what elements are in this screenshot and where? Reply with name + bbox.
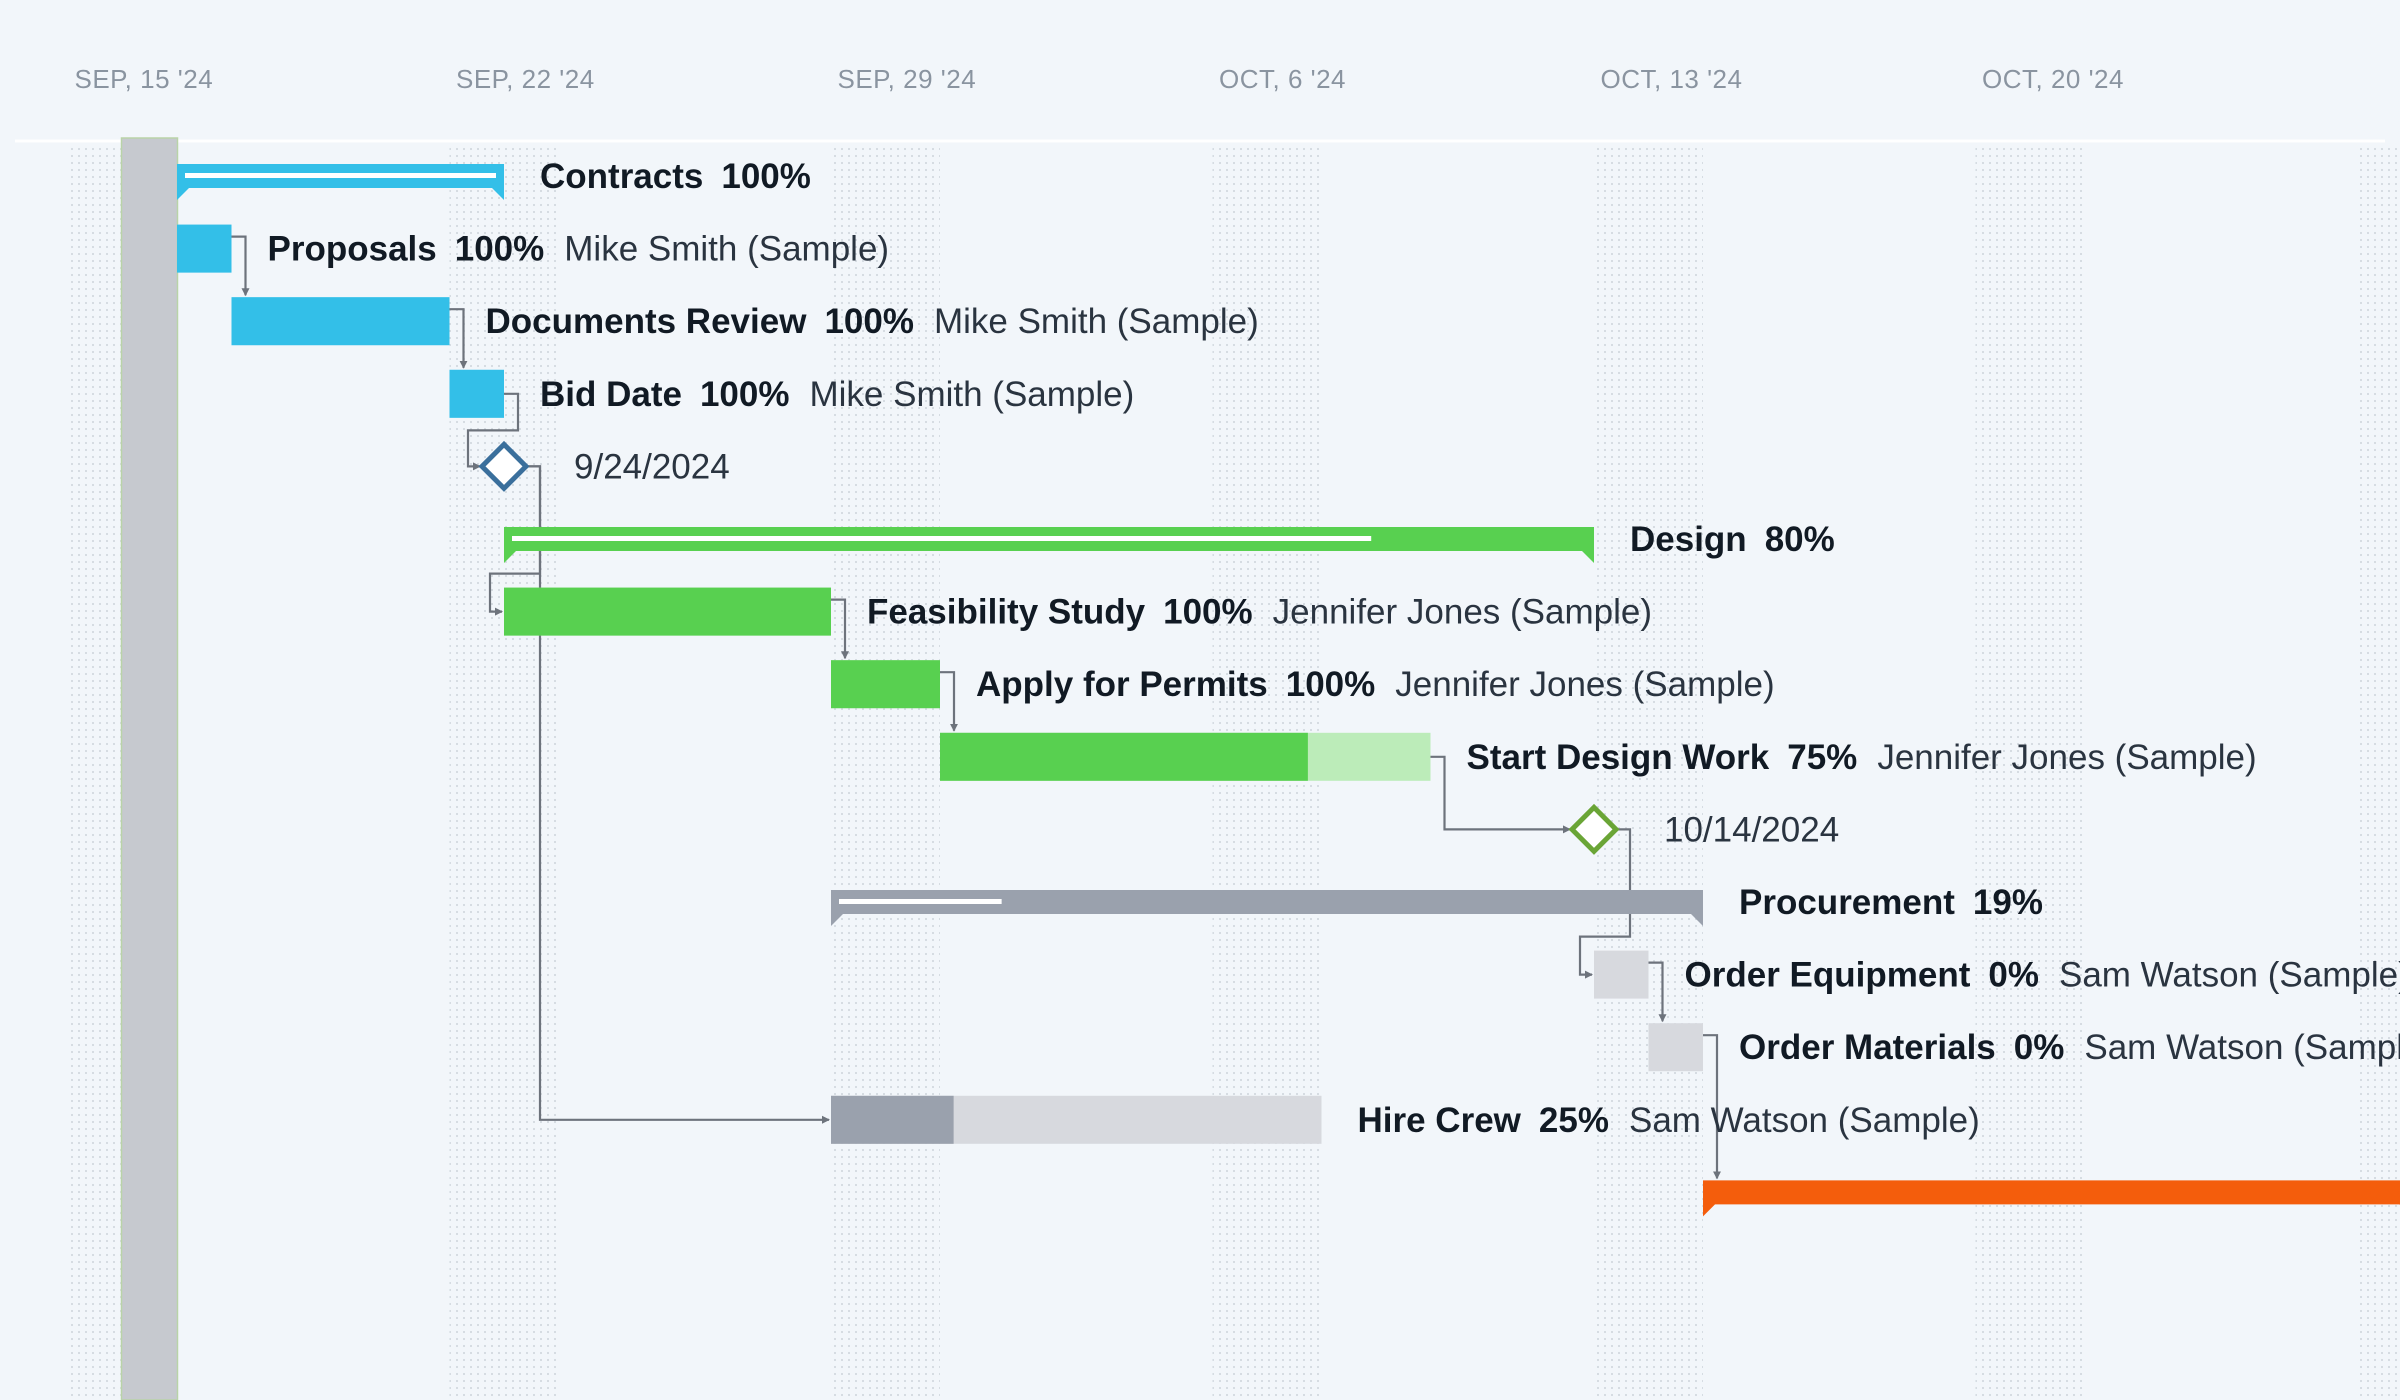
axis-tick-label: OCT, 6 '24: [1219, 64, 1346, 94]
task-label: Contracts 100%: [540, 157, 811, 196]
task-assignee: Mike Smith (Sample): [934, 302, 1259, 341]
task-name: Start Design Work: [1467, 738, 1770, 777]
task-percent: 100%: [721, 157, 811, 196]
task-bar: [1648, 1023, 1703, 1072]
dependency-connector: [449, 308, 468, 369]
summary-bar: [831, 890, 1703, 926]
today-line: [120, 137, 179, 1400]
task-label: Procurement 19%: [1739, 883, 2043, 922]
task-name: Order Materials: [1739, 1028, 1996, 1067]
summary-progress: [839, 899, 1002, 904]
axis-tick-label: OCT, 13 '24: [1601, 64, 1743, 94]
task-percent: 75%: [1787, 738, 1857, 777]
task-assignee: Jennifer Jones (Sample): [1273, 593, 1652, 632]
axis-tick-label: SEP, 29 '24: [838, 64, 977, 94]
milestone-diamond: [1568, 803, 1620, 855]
task-name: Design: [1630, 520, 1747, 559]
milestone-date-label: 9/24/2024: [574, 447, 730, 486]
task-label: Design 80%: [1630, 520, 1835, 559]
task-percent: 0%: [1988, 956, 2039, 995]
task-bar-progress: [449, 369, 504, 418]
weekend-band: [831, 143, 940, 1400]
dependency-connector: [831, 598, 849, 660]
today-marker: [120, 137, 179, 1400]
task-label: Proposals 100% Mike Smith (Sample): [268, 230, 890, 269]
task-name: Documents Review: [486, 302, 808, 341]
axis-tick-label: OCT, 20 '24: [1982, 64, 2124, 94]
task-label: Hire Crew 25% Sam Watson (Sample): [1358, 1101, 1980, 1140]
task-label: Order Equipment 0% Sam Watson (Sample): [1685, 956, 2400, 995]
task-label: Bid Date 100% Mike Smith (Sample): [540, 375, 1134, 414]
task-assignee: Sam Watson (Sample): [2059, 956, 2400, 995]
task-name: Order Equipment: [1685, 956, 1971, 995]
axis-tick-label: SEP, 22 '24: [456, 64, 595, 94]
summary-progress: [185, 173, 496, 178]
dependency-lines: [231, 235, 1721, 1180]
task-percent: 100%: [455, 230, 545, 269]
dependency-connector: [1703, 1034, 1721, 1180]
task-name: Hire Crew: [1358, 1101, 1522, 1140]
task-percent: 0%: [2014, 1028, 2065, 1067]
task-assignee: Sam Watson (Sample: [2084, 1028, 2400, 1067]
task-name: Feasibility Study: [867, 593, 1146, 632]
dependency-connector: [466, 392, 520, 471]
task-percent: 100%: [700, 375, 790, 414]
task-bar-progress: [831, 660, 940, 709]
axis-tick-label: SEP, 15 '24: [75, 64, 214, 94]
summary-progress: [512, 536, 1372, 541]
task-label: Start Design Work 75% Jennifer Jones (Samp…: [1467, 738, 2257, 777]
task-name: Procurement: [1739, 883, 1955, 922]
dependency-connector: [940, 671, 958, 732]
milestone-date-label: 10/14/2024: [1664, 810, 1839, 849]
milestone-diamond: [478, 440, 530, 492]
dependency-connector: [231, 235, 250, 297]
task-bars: [177, 164, 2400, 1217]
task-percent: 25%: [1539, 1101, 1609, 1140]
task-bar-progress: [831, 1095, 954, 1144]
dependency-connector: [1648, 961, 1667, 1023]
dependency-connector: [1578, 828, 1632, 979]
weekend-band: [1594, 143, 1703, 1400]
task-percent: 100%: [824, 302, 914, 341]
date-axis: SEP, 15 '24 SEP, 22 '24 SEP, 29 '24 OCT, 6 …: [75, 64, 2124, 94]
dependency-connector: [526, 465, 830, 1124]
task-label: Feasibility Study 100% Jennifer Jones (Sam…: [867, 593, 1652, 632]
task-label: Apply for Permits 100% Jennifer Jones (Sam…: [976, 665, 1775, 704]
task-assignee: Jennifer Jones (Sample): [1877, 738, 2256, 777]
summary-bar: [1703, 1180, 2400, 1217]
task-percent: 100%: [1286, 665, 1376, 704]
task-assignee: Mike Smith (Sample): [564, 230, 889, 269]
task-percent: 19%: [1973, 883, 2043, 922]
task-name: Apply for Permits: [976, 665, 1268, 704]
task-assignee: Sam Watson (Sample): [1629, 1101, 1980, 1140]
task-percent: 100%: [1163, 593, 1253, 632]
task-name: Bid Date: [540, 375, 682, 414]
task-bar-progress: [231, 297, 450, 346]
task-bar-progress: [504, 587, 831, 636]
task-labels: Contracts 100% Proposals 100% Mike Smith (Sa…: [268, 157, 2400, 1140]
task-label: Documents Review 100% Mike Smith (Sample): [486, 302, 1259, 341]
task-assignee: Jennifer Jones (Sample): [1395, 665, 1774, 704]
task-percent: 80%: [1765, 520, 1835, 559]
task-bar-progress: [940, 732, 1308, 781]
dependency-connector: [1430, 755, 1571, 834]
task-bar: [1594, 950, 1649, 999]
task-assignee: Mike Smith (Sample): [810, 375, 1135, 414]
task-name: Contracts: [540, 157, 703, 196]
weekend-band: [2357, 143, 2400, 1400]
task-name: Proposals: [268, 230, 437, 269]
task-label: Order Materials 0% Sam Watson (Sample: [1739, 1028, 2400, 1067]
task-bar-progress: [177, 224, 232, 273]
